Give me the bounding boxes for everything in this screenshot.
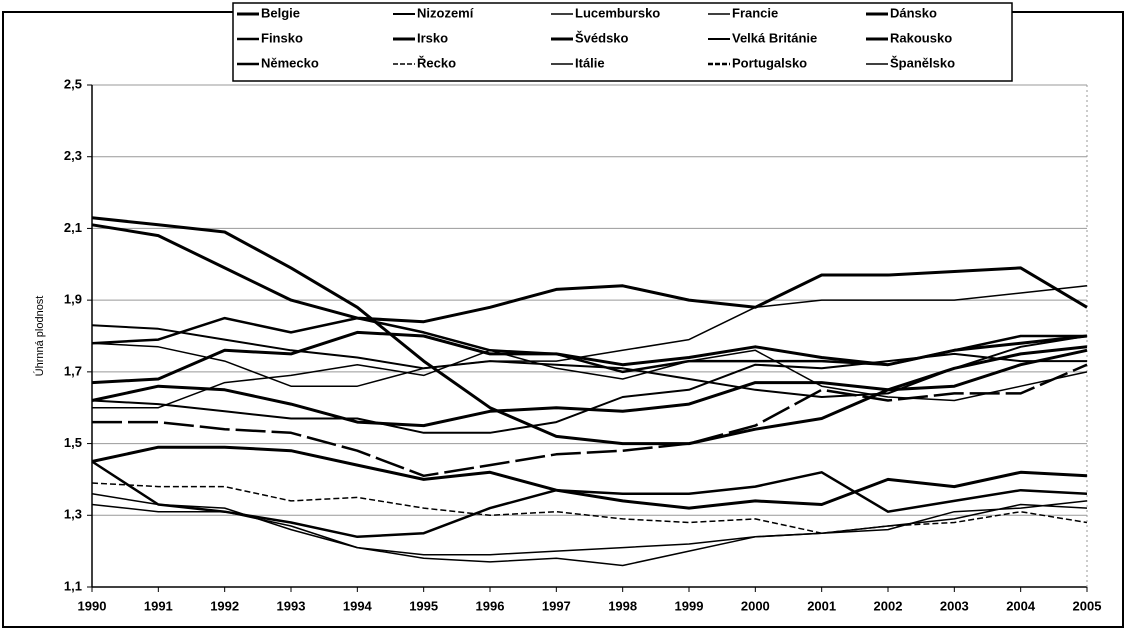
series-line	[92, 363, 1088, 478]
legend-label: Lucembursko	[575, 5, 660, 20]
legend-label: Rakousko	[890, 30, 952, 45]
legend-label: Finsko	[261, 30, 303, 45]
legend-label: Velká Británie	[732, 30, 817, 45]
legend-label: Dánsko	[890, 5, 937, 20]
x-tick-label: 1990	[78, 598, 107, 613]
legend-label: Španělsko	[890, 55, 955, 70]
series-line	[91, 316, 1087, 374]
y-tick-label: 2,5	[64, 76, 82, 91]
y-tick-label: 1,3	[64, 507, 82, 522]
x-tick-label: 1993	[277, 598, 306, 613]
series-line	[91, 285, 1088, 387]
legend-box	[232, 2, 1013, 82]
x-tick-label: 1998	[608, 598, 637, 613]
legend-label: Německo	[261, 55, 319, 70]
y-tick-label: 1,1	[64, 578, 82, 593]
legend-label: Řecko	[417, 55, 456, 70]
x-tick-label: 1996	[476, 598, 505, 613]
legend-label: Švédsko	[575, 30, 629, 45]
legend-label: Irsko	[417, 30, 448, 45]
legend-label: Francie	[732, 5, 778, 20]
series-line	[91, 493, 1088, 567]
series-line	[91, 216, 1088, 446]
x-tick-label: 1997	[542, 598, 571, 613]
y-tick-label: 1,5	[64, 435, 82, 450]
y-axis-label: Úhrnná plodnost	[33, 296, 46, 377]
y-tick-label: 2,1	[64, 220, 82, 235]
series-line	[91, 324, 1088, 398]
x-tick-label: 1994	[343, 598, 373, 613]
y-tick-label: 2,3	[64, 148, 82, 163]
legend-label: Nizozemí	[417, 5, 474, 20]
series-line	[92, 349, 1088, 409]
x-tick-label: 1992	[210, 598, 239, 613]
x-tick-label: 1999	[675, 598, 704, 613]
x-tick-label: 2005	[1073, 598, 1102, 613]
series-line	[91, 223, 1088, 324]
legend-label: Itálie	[575, 55, 605, 70]
x-tick-label: 2001	[807, 598, 836, 613]
legend-label: Belgie	[261, 5, 300, 20]
y-tick-label: 1,7	[64, 363, 82, 378]
x-tick-label: 1995	[409, 598, 438, 613]
x-tick-label: 2004	[1006, 598, 1036, 613]
series-line	[91, 445, 1088, 510]
x-tick-label: 2003	[940, 598, 969, 613]
chart-frame	[2, 11, 1124, 628]
x-tick-label: 2000	[741, 598, 770, 613]
x-tick-label: 1991	[144, 598, 173, 613]
series-line	[91, 482, 1088, 534]
legend-label: Portugalsko	[732, 55, 807, 70]
x-tick-label: 2002	[874, 598, 903, 613]
series-line	[91, 460, 1088, 539]
y-tick-label: 1,9	[64, 292, 82, 307]
